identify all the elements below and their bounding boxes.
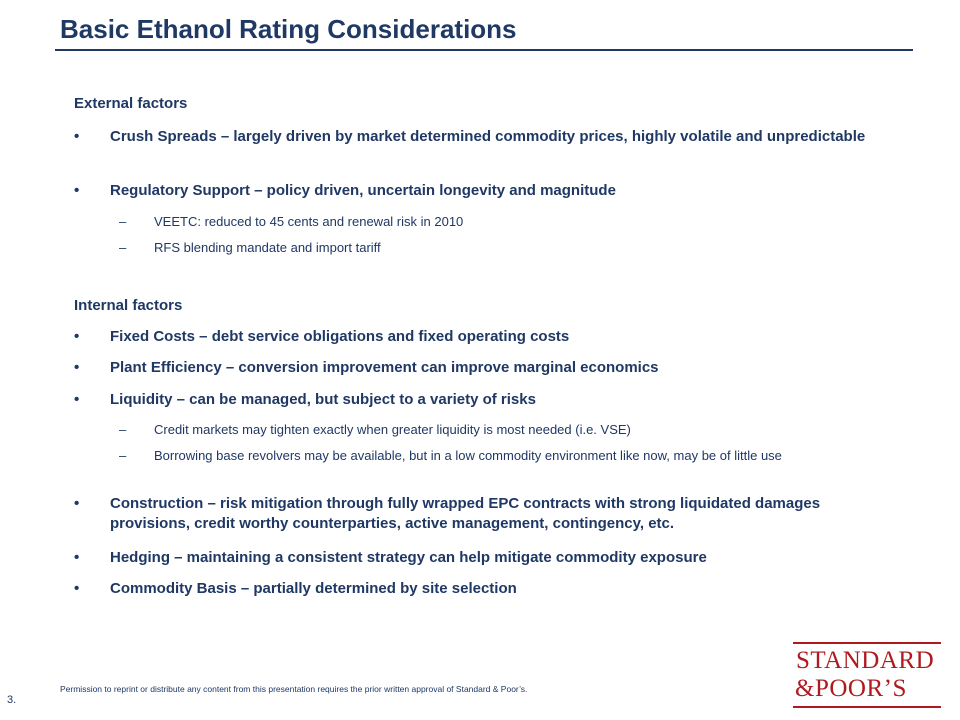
dash-marker: –	[119, 240, 127, 255]
bullet-text: Plant Efficiency – conversion improvemen…	[110, 359, 659, 376]
slide-title: Basic Ethanol Rating Considerations	[60, 14, 517, 44]
sub-bullet-text: RFS blending mandate and import tariff	[154, 240, 381, 255]
dash-marker: –	[119, 214, 127, 229]
bullet-marker: •	[74, 128, 80, 145]
external-factors-heading: External factors	[74, 95, 188, 112]
logo-line-standard: STANDARD	[796, 647, 935, 674]
bullet-marker: •	[74, 391, 80, 408]
bullet-liquidity: • Liquidity – can be managed, but subjec…	[74, 390, 904, 410]
bullet-text: Regulatory Support – policy driven, unce…	[110, 182, 616, 199]
bullet-marker: •	[74, 359, 80, 376]
sub-bullet-text: VEETC: reduced to 45 cents and renewal r…	[154, 214, 464, 229]
sub-bullet-rfs: – RFS blending mandate and import tariff	[119, 239, 904, 256]
internal-factors-heading: Internal factors	[74, 297, 183, 314]
sub-bullet-text: Borrowing base revolvers may be availabl…	[154, 448, 782, 463]
sub-bullet-text: Credit markets may tighten exactly when …	[154, 422, 631, 437]
title-underline	[55, 49, 913, 51]
sub-bullet-borrowing-base: – Borrowing base revolvers may be availa…	[119, 447, 904, 464]
logo-line-poors: &POOR’S	[795, 675, 907, 702]
bullet-plant-efficiency: • Plant Efficiency – conversion improvem…	[74, 358, 904, 378]
bullet-text: Construction – risk mitigation through f…	[110, 495, 821, 532]
bullet-crush-spreads: • Crush Spreads – largely driven by mark…	[74, 127, 904, 147]
bullet-regulatory-support: • Regulatory Support – policy driven, un…	[74, 181, 904, 201]
bullet-hedging: • Hedging – maintaining a consistent str…	[74, 548, 904, 568]
page-number: 3.	[7, 694, 17, 706]
bullet-marker: •	[74, 495, 80, 512]
bullet-marker: •	[74, 549, 80, 566]
logo-top-rule	[793, 642, 941, 644]
bullet-construction: • Construction – risk mitigation through…	[74, 494, 904, 534]
bullet-text: Commodity Basis – partially determined b…	[110, 580, 517, 597]
bullet-fixed-costs: • Fixed Costs – debt service obligations…	[74, 327, 904, 347]
bullet-commodity-basis: • Commodity Basis – partially determined…	[74, 579, 904, 599]
bullet-text: Hedging – maintaining a consistent strat…	[110, 549, 707, 566]
bullet-text: Crush Spreads – largely driven by market…	[110, 128, 866, 145]
dash-marker: –	[119, 422, 127, 437]
permission-notice: Permission to reprint or distribute any …	[60, 684, 528, 694]
logo-bottom-rule	[793, 706, 941, 708]
sub-bullet-veetc: – VEETC: reduced to 45 cents and renewal…	[119, 213, 904, 230]
bullet-marker: •	[74, 182, 80, 199]
bullet-text: Liquidity – can be managed, but subject …	[110, 391, 536, 408]
standard-and-poors-logo: STANDARD &POOR’S	[790, 642, 945, 708]
bullet-marker: •	[74, 328, 80, 345]
dash-marker: –	[119, 448, 127, 463]
sub-bullet-credit-markets: – Credit markets may tighten exactly whe…	[119, 421, 904, 438]
bullet-text: Fixed Costs – debt service obligations a…	[110, 328, 570, 345]
bullet-marker: •	[74, 580, 80, 597]
